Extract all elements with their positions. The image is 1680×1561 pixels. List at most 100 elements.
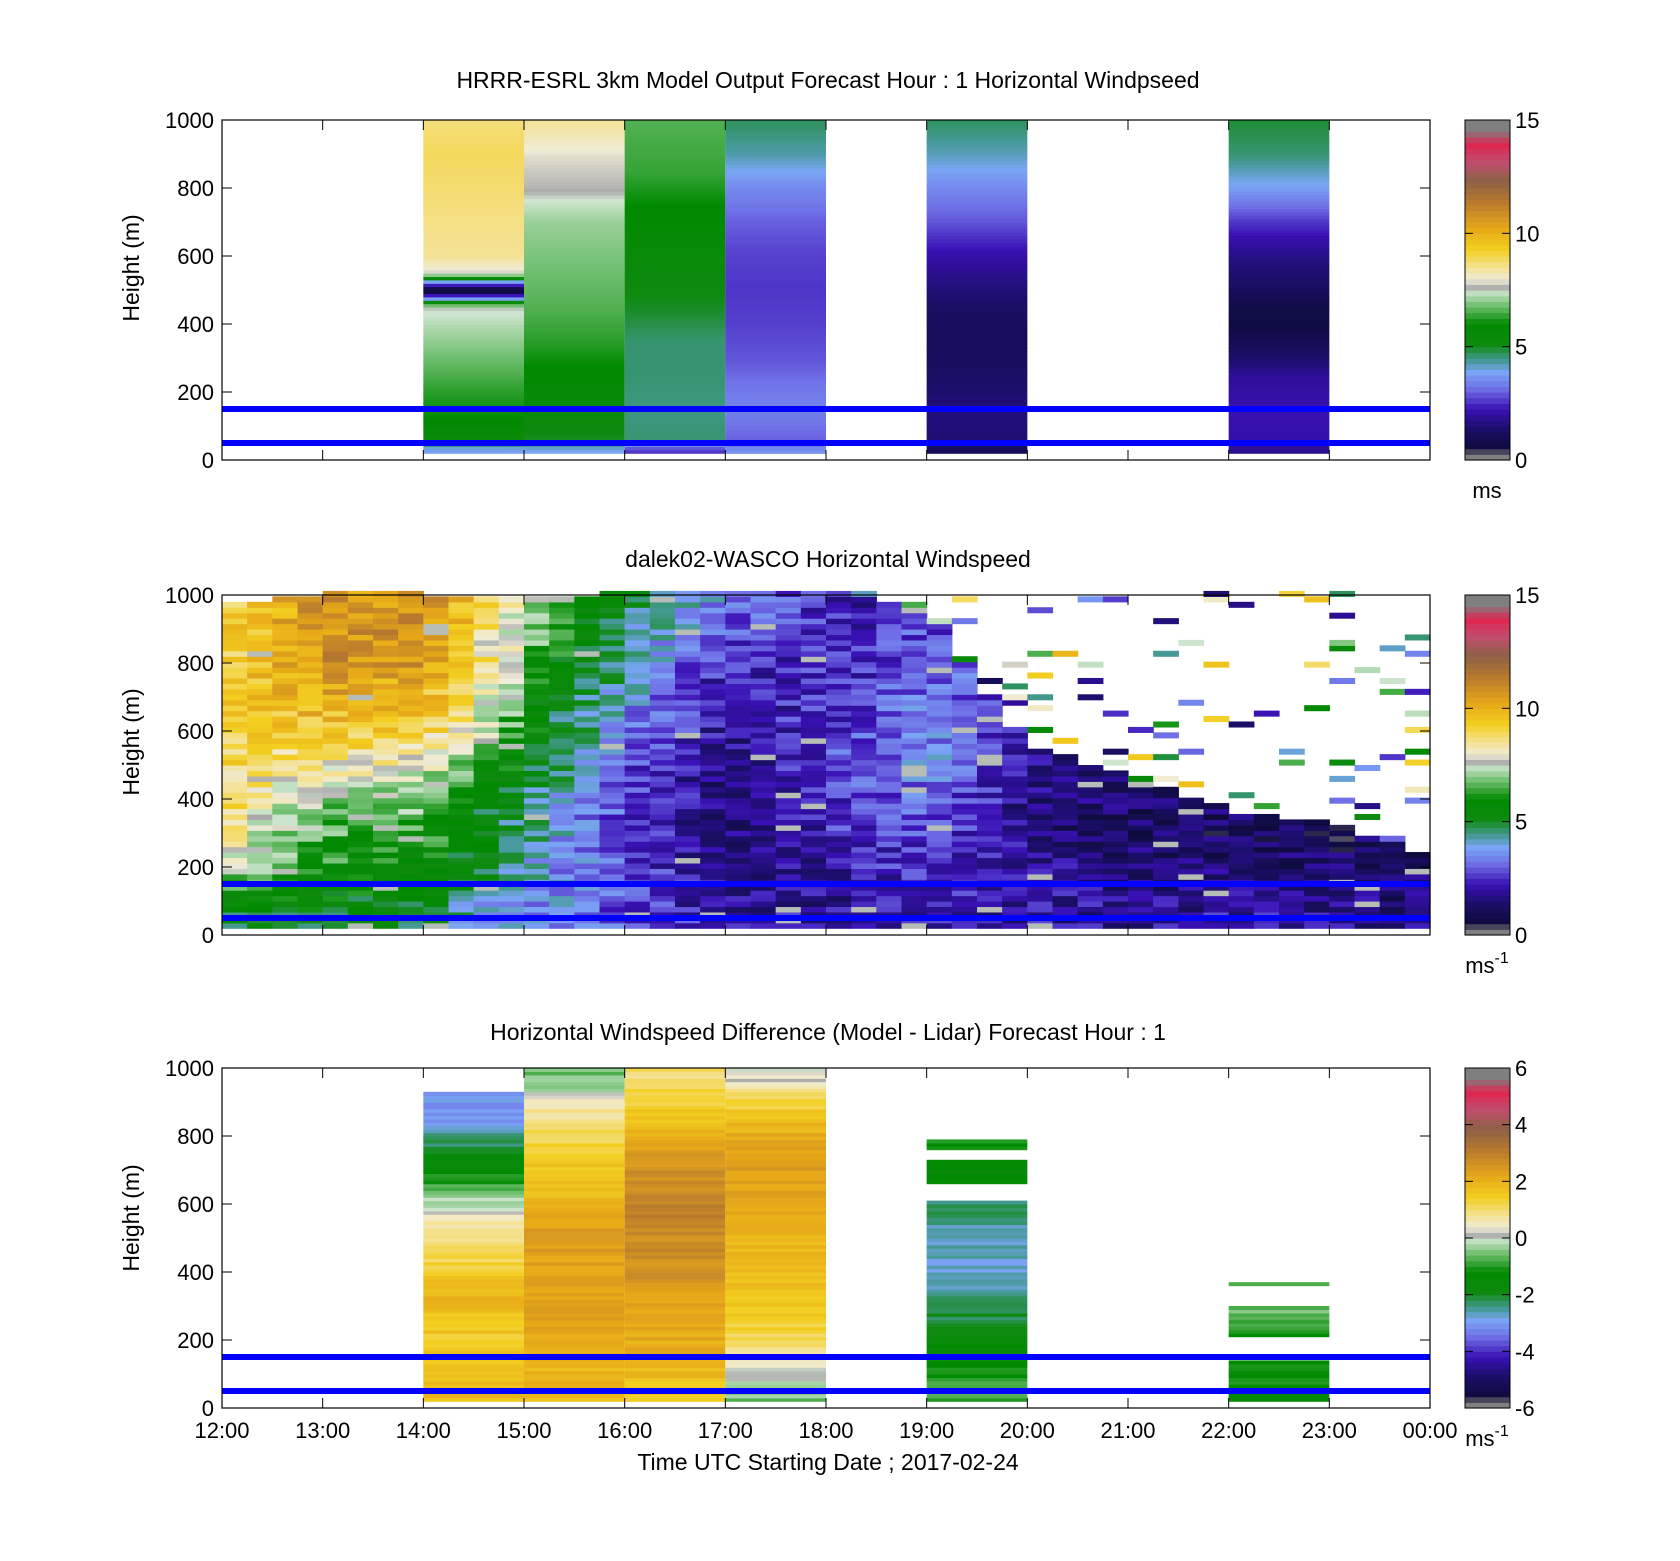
heatmap-cell: [775, 786, 802, 793]
heatmap-cell: [574, 873, 601, 880]
heatmap-cell: [675, 639, 701, 646]
heatmap-cell: [725, 1272, 826, 1276]
heatmap-cell: [1027, 775, 1054, 782]
heatmap-cell: [524, 645, 550, 652]
heatmap-cell: [926, 1234, 1028, 1239]
colorbar-segment: [1465, 782, 1510, 789]
heatmap-cell: [649, 612, 676, 619]
heatmap-cell: [725, 1129, 826, 1134]
heatmap-cell: [1027, 803, 1054, 810]
heatmap-cell: [1228, 890, 1255, 897]
heatmap-cell: [599, 846, 626, 853]
heatmap-cell: [851, 694, 877, 701]
heatmap-cell: [624, 310, 726, 315]
heatmap-cell: [322, 743, 349, 750]
heatmap-cell: [876, 754, 903, 761]
heatmap-cell: [1027, 754, 1054, 761]
colorbar-segment: [1465, 1198, 1510, 1205]
colorbar-tick-label: 2: [1515, 1169, 1527, 1194]
heatmap-cell: [373, 596, 399, 603]
heatmap-cell: [524, 765, 550, 772]
heatmap-cell: [423, 1105, 524, 1110]
heatmap-cell: [1329, 639, 1356, 646]
colorbar-tick-label: 5: [1515, 810, 1527, 835]
heatmap-column: [725, 120, 826, 454]
heatmap-cell: [423, 1336, 524, 1341]
heatmap-cell: [624, 232, 726, 237]
colorbar-segment: [1465, 159, 1510, 166]
heatmap-cell: [574, 607, 601, 614]
heatmap-cell: [800, 623, 827, 630]
heatmap-cell: [423, 1221, 524, 1225]
heatmap-cell: [926, 1166, 1028, 1171]
heatmap-cell: [1002, 808, 1028, 815]
heatmap-cell: [473, 656, 500, 663]
heatmap-cell: [1178, 884, 1205, 891]
heatmap-cell: [524, 150, 625, 155]
heatmap-cell: [700, 835, 726, 842]
heatmap-cell: [1279, 824, 1305, 831]
heatmap-cell: [1228, 225, 1330, 230]
heatmap-cell: [775, 884, 802, 891]
heatmap-cell: [826, 677, 852, 684]
heatmap-cell: [1329, 612, 1356, 619]
heatmap-cell: [775, 726, 802, 733]
heatmap-cell: [725, 327, 826, 332]
heatmap-cell: [851, 590, 877, 597]
heatmap-cell: [524, 164, 625, 169]
colorbar-segment: [1465, 346, 1510, 353]
heatmap-cell: [700, 737, 726, 744]
heatmap-cell: [347, 819, 374, 826]
heatmap-cell: [222, 645, 248, 652]
heatmap-cell: [725, 279, 826, 284]
heatmap-column: [1228, 601, 1255, 929]
heatmap-cell: [423, 1132, 524, 1137]
heatmap-cell: [549, 672, 575, 679]
heatmap-cell: [1253, 813, 1280, 820]
heatmap-cell: [423, 1343, 524, 1348]
colorbar-segment: [1465, 1209, 1510, 1216]
heatmap-cell: [398, 846, 424, 853]
heatmap-cell: [1329, 922, 1356, 929]
heatmap-cell: [926, 1176, 1028, 1181]
heatmap-cell: [347, 775, 374, 782]
heatmap-cell: [423, 205, 524, 209]
heatmap-cell: [926, 1319, 1028, 1324]
heatmap-cell: [423, 126, 524, 131]
heatmap-cell: [1228, 191, 1330, 196]
heatmap-cell: [272, 846, 299, 853]
heatmap-cell: [373, 699, 399, 706]
heatmap-cell: [624, 1350, 726, 1355]
heatmap-cell: [322, 721, 349, 728]
heatmap-cell: [423, 824, 450, 831]
heatmap-cell: [373, 590, 399, 597]
heatmap-cell: [247, 607, 273, 614]
heatmap-cell: [1002, 852, 1028, 859]
heatmap-cell: [272, 884, 299, 891]
heatmap-cell: [1102, 852, 1129, 859]
heatmap-cell: [1253, 873, 1280, 880]
heatmap-cell: [574, 835, 601, 842]
heatmap-cell: [1077, 857, 1104, 864]
heatmap-cell: [624, 1224, 726, 1229]
heatmap-cell: [423, 808, 450, 815]
heatmap-cell: [926, 276, 1028, 281]
heatmap-cell: [800, 770, 827, 777]
heatmap-cell: [624, 846, 651, 853]
colorbar-segment: [1465, 1215, 1510, 1222]
heatmap-cell: [725, 310, 826, 315]
colorbar-segment: [1465, 420, 1510, 427]
heatmap-cell: [725, 862, 752, 869]
heatmap-cell: [423, 1200, 524, 1205]
heatmap-cell: [322, 911, 349, 918]
heatmap-cell: [448, 819, 475, 826]
heatmap-cell: [423, 1370, 524, 1375]
heatmap-cell: [524, 375, 625, 379]
heatmap-cell: [876, 656, 903, 663]
heatmap-cell: [1052, 781, 1079, 788]
heatmap-cell: [272, 906, 299, 913]
heatmap-cell: [624, 1149, 726, 1154]
heatmap-column: [926, 120, 1028, 454]
heatmap-cell: [725, 283, 826, 288]
heatmap-cell: [851, 770, 877, 777]
